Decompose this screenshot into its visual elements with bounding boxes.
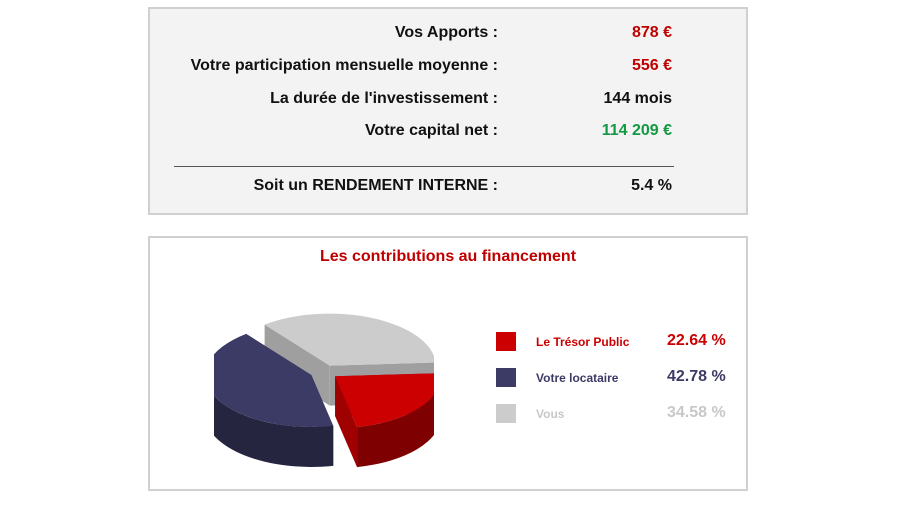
apports-label: Vos Apports : (394, 24, 498, 41)
legend-label-locataire: Votre locataire (536, 371, 619, 385)
investment-summary-panel: Vos Apports : 878 € Votre participation … (148, 7, 748, 215)
apports-value: 878 € (631, 24, 672, 41)
apports-row: Vos Apports : 878 € (150, 24, 746, 46)
legend-swatch-vous (496, 404, 516, 423)
contributions-pie-chart (214, 313, 434, 468)
rendement-row: Soit un RENDEMENT INTERNE : 5.4 % (150, 177, 746, 199)
pie-slice-rim-locataire-0 (214, 395, 334, 467)
rendement-value: 5.4 % (631, 177, 672, 194)
participation-row: Votre participation mensuelle moyenne : … (150, 57, 746, 79)
legend-percent-tresor: 22.64 % (667, 332, 726, 349)
rendement-label: Soit un RENDEMENT INTERNE : (253, 177, 498, 194)
legend-item-locataire: Votre locataire 42.78 % (496, 368, 736, 388)
legend-percent-locataire: 42.78 % (667, 368, 726, 385)
pie-slice-wall-tresor-1 (335, 376, 358, 468)
duree-value: 144 mois (603, 90, 672, 107)
summary-divider (174, 166, 674, 167)
legend-swatch-locataire (496, 368, 516, 387)
capital-label: Votre capital net : (364, 122, 498, 139)
pie-slice-top-vous (264, 313, 434, 366)
chart-title: Les contributions au financement (319, 248, 577, 265)
capital-value: 114 209 € (601, 122, 672, 139)
financing-chart-panel: Les contributions au financement Le Trés… (148, 236, 748, 491)
duree-label: La durée de l'investissement : (270, 90, 498, 107)
pie-slice-tresor (335, 373, 434, 468)
legend-label-tresor: Le Trésor Public (536, 335, 630, 349)
legend-percent-vous: 34.58 % (667, 404, 726, 421)
legend-item-vous: Vous 34.58 % (496, 404, 736, 424)
legend-item-tresor: Le Trésor Public 22.64 % (496, 332, 736, 352)
pie-slice-locataire (214, 333, 334, 467)
capital-row: Votre capital net : 114 209 € (150, 122, 746, 144)
duree-row: La durée de l'investissement : 144 mois (150, 90, 746, 112)
pie-slice-top-locataire (214, 333, 334, 427)
pie-slice-top-tresor (335, 373, 434, 428)
participation-value: 556 € (631, 57, 672, 74)
participation-label: Votre participation mensuelle moyenne : (190, 57, 498, 74)
pie-slice-rim-tresor-0 (357, 394, 434, 468)
legend-swatch-tresor (496, 332, 516, 351)
legend-label-vous: Vous (536, 407, 565, 421)
